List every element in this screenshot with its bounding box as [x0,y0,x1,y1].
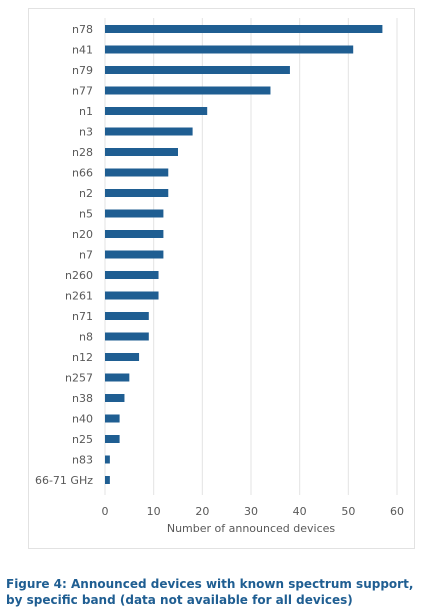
x-tick-label: 50 [341,505,355,518]
category-label: n12 [72,351,93,364]
bar-chart: n78 n41 n79 n77 n1 n3 n28 n66 n2 n5 n20 n7 n260 n261 n… [35,18,405,535]
category-label: n261 [65,290,93,303]
category-label: n41 [72,44,93,57]
bar-n41 [105,45,354,54]
category-label: n7 [79,249,93,262]
category-label: n257 [65,372,93,385]
bar-n66 [105,168,169,177]
figure-caption: Figure 4: Announced devices with known s… [6,577,414,607]
category-label: n2 [79,187,93,200]
category-labels: n78 n41 n79 n77 n1 n3 n28 n66 n2 n5 n20 n7 n260 n261 n… [35,23,93,487]
category-label: n260 [65,269,93,282]
bar-n83 [105,455,110,464]
category-label: n25 [72,433,93,446]
bar-n25 [105,435,120,443]
bar-n261 [105,291,159,300]
bar-n8 [105,332,149,341]
bar-n7 [105,250,164,259]
x-tick-labels: 0 10 20 30 40 50 60 [102,505,405,518]
category-label: n40 [72,413,93,426]
bar-n71 [105,312,149,320]
x-axis-title: Number of announced devices [167,522,336,535]
bar-n257 [105,373,130,382]
bar-n1 [105,107,208,115]
category-label: n77 [72,85,93,98]
category-label: n3 [79,126,93,139]
x-tick-label: 10 [147,505,161,518]
bar-n5 [105,209,164,218]
x-tick-label: 20 [195,505,209,518]
bar-n20 [105,230,164,238]
bar-n12 [105,353,140,361]
category-label: n71 [72,310,93,323]
bar-n2 [105,189,169,197]
x-tick-label: 60 [390,505,404,518]
category-label: n79 [72,64,93,77]
bar-n77 [105,86,271,95]
category-label: n66 [72,167,93,180]
category-label: n20 [72,228,93,241]
category-label: n5 [79,208,93,221]
bar-66-71-ghz [105,476,110,484]
x-tick-label: 0 [102,505,109,518]
bar-n78 [105,25,383,33]
bars [105,25,383,484]
bar-n40 [105,414,120,423]
category-label: n28 [72,146,93,159]
category-label: n1 [79,105,93,118]
bar-n28 [105,148,178,156]
bar-n3 [105,127,193,136]
bar-n260 [105,271,159,279]
category-label: n8 [79,331,93,344]
bar-n79 [105,66,290,74]
chart-frame [28,8,415,549]
x-tick-label: 30 [244,505,258,518]
category-label: 66-71 GHz [35,474,93,487]
category-label: n83 [72,454,93,467]
category-label: n38 [72,392,93,405]
bar-n38 [105,394,125,402]
x-tick-label: 40 [293,505,307,518]
category-label: n78 [72,23,93,36]
